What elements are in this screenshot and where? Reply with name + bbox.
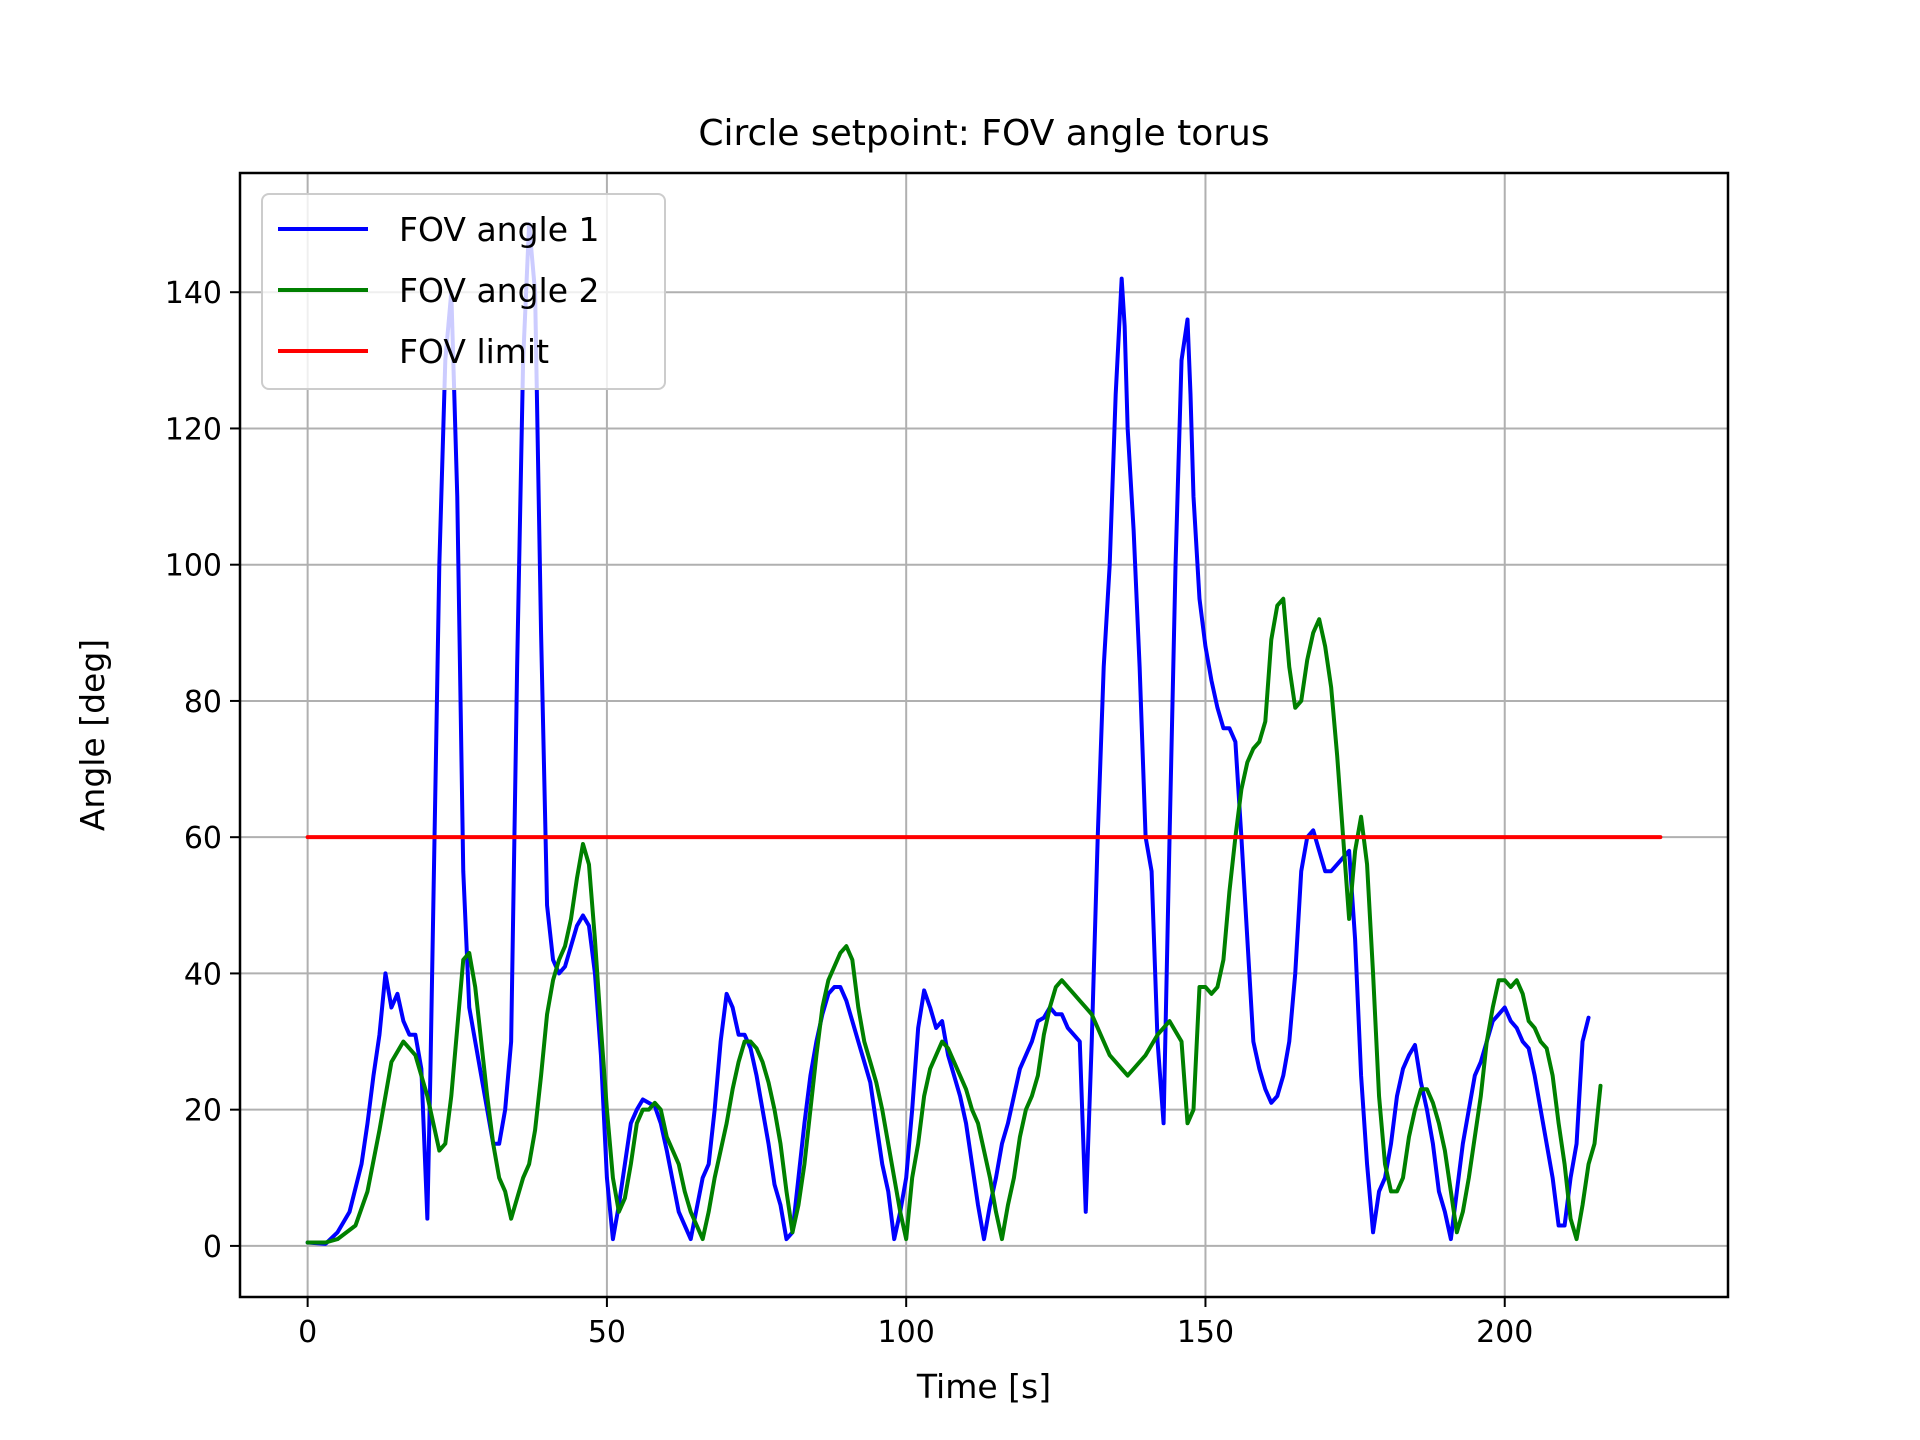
- chart-title: Circle setpoint: FOV angle torus: [698, 113, 1269, 154]
- plot-frame: [238, 171, 1730, 1299]
- legend: FOV angle 1 FOV angle 2 FOV limit: [261, 193, 666, 390]
- x-tick-label: 100: [878, 1315, 935, 1350]
- x-tick-label: 50: [588, 1315, 626, 1350]
- legend-label-fov-angle-2: FOV angle 2: [399, 271, 599, 310]
- x-axis-label: Time [s]: [916, 1367, 1051, 1406]
- y-tick-label: 0: [203, 1230, 222, 1265]
- series-group: [305, 222, 1663, 1246]
- y-tick-label: 100: [165, 549, 222, 584]
- series-line-fov-angle-1: [305, 222, 1591, 1246]
- y-axis-label: Angle [deg]: [73, 639, 112, 831]
- y-tick-label: 140: [165, 276, 222, 311]
- y-tick-label: 40: [184, 957, 222, 992]
- y-tick-label: 60: [184, 821, 222, 856]
- ticks: 0 50 100 150 200 0 20 40 60 80 100 120 140: [165, 276, 1534, 1350]
- x-tick-label: 150: [1177, 1315, 1234, 1350]
- legend-label-fov-angle-1: FOV angle 1: [399, 210, 599, 249]
- x-tick-label: 200: [1476, 1315, 1533, 1350]
- y-tick-label: 20: [184, 1094, 222, 1129]
- series-line-fov-angle-2: [305, 596, 1603, 1245]
- y-tick-label: 80: [184, 685, 222, 720]
- legend-box: [261, 193, 666, 390]
- y-tick-label: 120: [165, 412, 222, 447]
- x-tick-label: 0: [298, 1315, 317, 1350]
- legend-label-fov-limit: FOV limit: [399, 332, 549, 371]
